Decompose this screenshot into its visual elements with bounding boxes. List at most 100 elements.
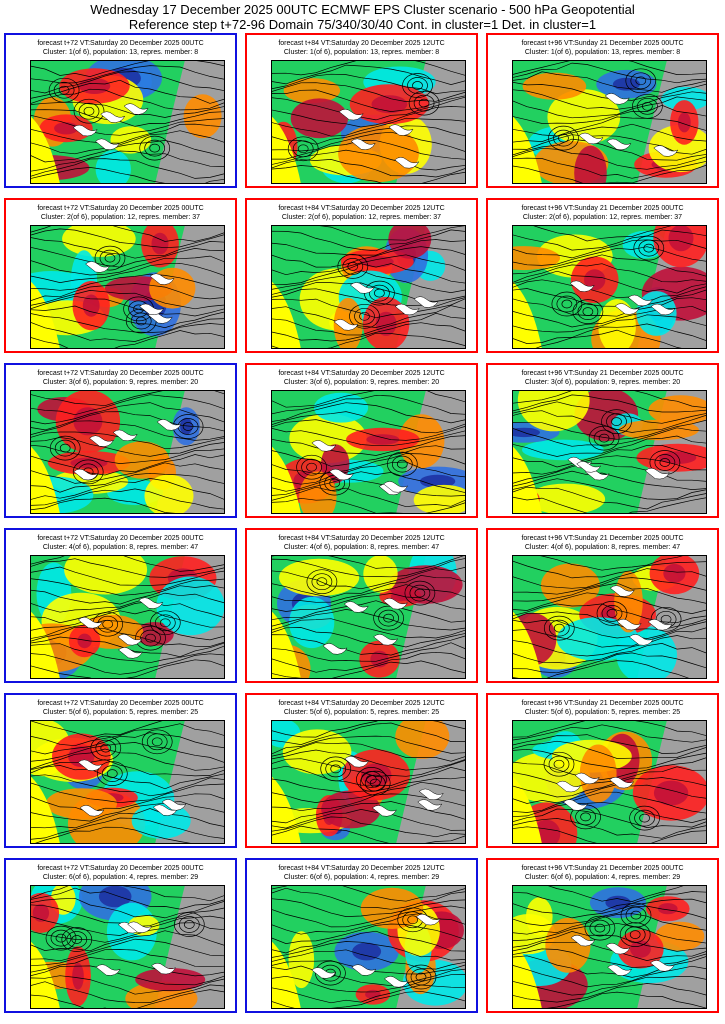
anomaly-core <box>371 95 408 114</box>
geopotential-map <box>271 885 466 1009</box>
coastline <box>329 468 355 481</box>
geopotential-contour <box>359 770 391 796</box>
anomaly-region <box>579 744 617 803</box>
geopotential-contour <box>271 801 466 824</box>
panel-forecast-label: forecast t+96 VT:Sunday 21 December 2025… <box>521 535 684 542</box>
cluster-panel: forecast t+72 VT:Saturday 20 December 20… <box>4 693 237 848</box>
panel-forecast-label: forecast t+84 VT:Saturday 20 December 20… <box>278 205 445 212</box>
geopotential-contour <box>30 949 225 968</box>
geopotential-contour <box>593 429 615 447</box>
geopotential-contour <box>271 322 466 342</box>
geopotential-contour <box>271 82 466 102</box>
anomaly-core <box>77 633 92 649</box>
coastline <box>85 261 111 273</box>
coastline <box>605 942 631 955</box>
geopotential-contour <box>271 885 466 902</box>
anomaly-region <box>30 892 60 933</box>
panel-forecast-label: forecast t+72 VT:Saturday 20 December 20… <box>37 700 204 707</box>
geopotential-contour <box>512 740 707 759</box>
geopotential-contour <box>512 288 707 311</box>
cluster-panel: forecast t+96 VT:Sunday 21 December 2025… <box>486 528 719 683</box>
coastline <box>372 805 397 817</box>
geopotential-contour <box>271 477 466 497</box>
anomaly-region <box>114 441 170 479</box>
geopotential-contour <box>30 313 225 333</box>
geopotential-contour <box>512 323 707 344</box>
panel-forecast-label: forecast t+96 VT:Sunday 21 December 2025… <box>521 865 684 872</box>
geopotential-contour <box>407 915 419 925</box>
geopotential-contour <box>512 777 707 798</box>
figure-subtitle: Reference step t+72-96 Domain 75/340/30/… <box>128 17 597 32</box>
coastline <box>139 303 165 316</box>
geopotential-contour <box>30 228 225 249</box>
coastline <box>79 805 105 817</box>
geopotential-contour <box>30 411 225 432</box>
geopotential-contour <box>287 136 319 162</box>
geopotential-contour <box>30 774 225 797</box>
geopotential-contour <box>271 159 466 178</box>
coastline <box>152 804 178 816</box>
anomaly-region <box>545 917 591 973</box>
map-frame <box>30 60 225 184</box>
coastline <box>614 303 640 315</box>
geopotential-contour <box>301 458 322 476</box>
anomaly-region <box>110 126 152 154</box>
coastline <box>77 759 103 771</box>
geopotential-contour <box>271 427 466 447</box>
panel-caption: forecast t+84 VT:Saturday 20 December 20… <box>247 39 476 57</box>
coastline <box>117 634 143 646</box>
geopotential-contour <box>30 732 225 755</box>
geopotential-contour <box>632 93 663 119</box>
map-frame <box>271 225 466 349</box>
coastline <box>138 597 164 609</box>
geopotential-contour <box>271 445 466 467</box>
geopotential-map <box>30 720 225 844</box>
map-frame <box>271 720 466 844</box>
geopotential-contour <box>30 88 225 111</box>
geopotential-map <box>512 555 707 679</box>
geopotential-contour <box>391 455 413 473</box>
geopotential-contour <box>512 147 707 170</box>
geopotential-map <box>271 390 466 514</box>
cluster-panel: forecast t+96 VT:Sunday 21 December 2025… <box>486 693 719 848</box>
geopotential-contour <box>30 114 225 136</box>
geopotential-contour <box>30 808 225 829</box>
geopotential-contour <box>30 659 225 679</box>
geopotential-contour <box>543 615 575 641</box>
geopotential-contour <box>548 619 570 637</box>
cluster-panel: forecast t+84 VT:Saturday 20 December 20… <box>245 858 478 1013</box>
panel-cluster-label: Cluster: 2(of 6), population: 12, repres… <box>40 214 201 221</box>
geopotential-contour <box>512 568 707 589</box>
geopotential-contour <box>83 106 95 116</box>
geopotential-contour <box>30 295 225 317</box>
panel-cluster-label: Cluster: 6(of 6), population: 4, repres.… <box>42 874 199 881</box>
geopotential-contour <box>30 305 225 329</box>
geopotential-contour <box>512 748 707 769</box>
panel-cluster-label: Cluster: 4(of 6), population: 8, repres.… <box>42 544 199 551</box>
geopotential-contour <box>512 948 707 968</box>
geopotential-contour <box>30 957 225 977</box>
geopotential-contour <box>271 117 466 137</box>
geopotential-contour <box>30 390 225 407</box>
panel-caption: forecast t+72 VT:Saturday 20 December 20… <box>6 39 235 57</box>
anomaly-region <box>144 474 194 514</box>
geopotential-contour <box>30 782 225 804</box>
geopotential-contour <box>396 459 408 469</box>
geopotential-contour <box>30 237 225 259</box>
coastline <box>606 138 632 151</box>
coastline <box>73 468 99 481</box>
geopotential-contour <box>620 902 652 928</box>
map-frame <box>271 555 466 679</box>
map-frame <box>271 885 466 1009</box>
anomaly-core <box>630 940 651 958</box>
geopotential-contour <box>373 605 404 631</box>
geopotential-contour <box>311 573 333 591</box>
geopotential-contour <box>30 800 225 822</box>
geopotential-contour <box>512 305 707 328</box>
geopotential-contour <box>30 321 225 342</box>
cluster-panel: forecast t+84 VT:Saturday 20 December 20… <box>245 33 478 188</box>
panel-caption: forecast t+84 VT:Saturday 20 December 20… <box>247 369 476 387</box>
coastline <box>95 964 121 976</box>
geopotential-contour <box>639 813 650 823</box>
geopotential-contour <box>54 439 76 457</box>
